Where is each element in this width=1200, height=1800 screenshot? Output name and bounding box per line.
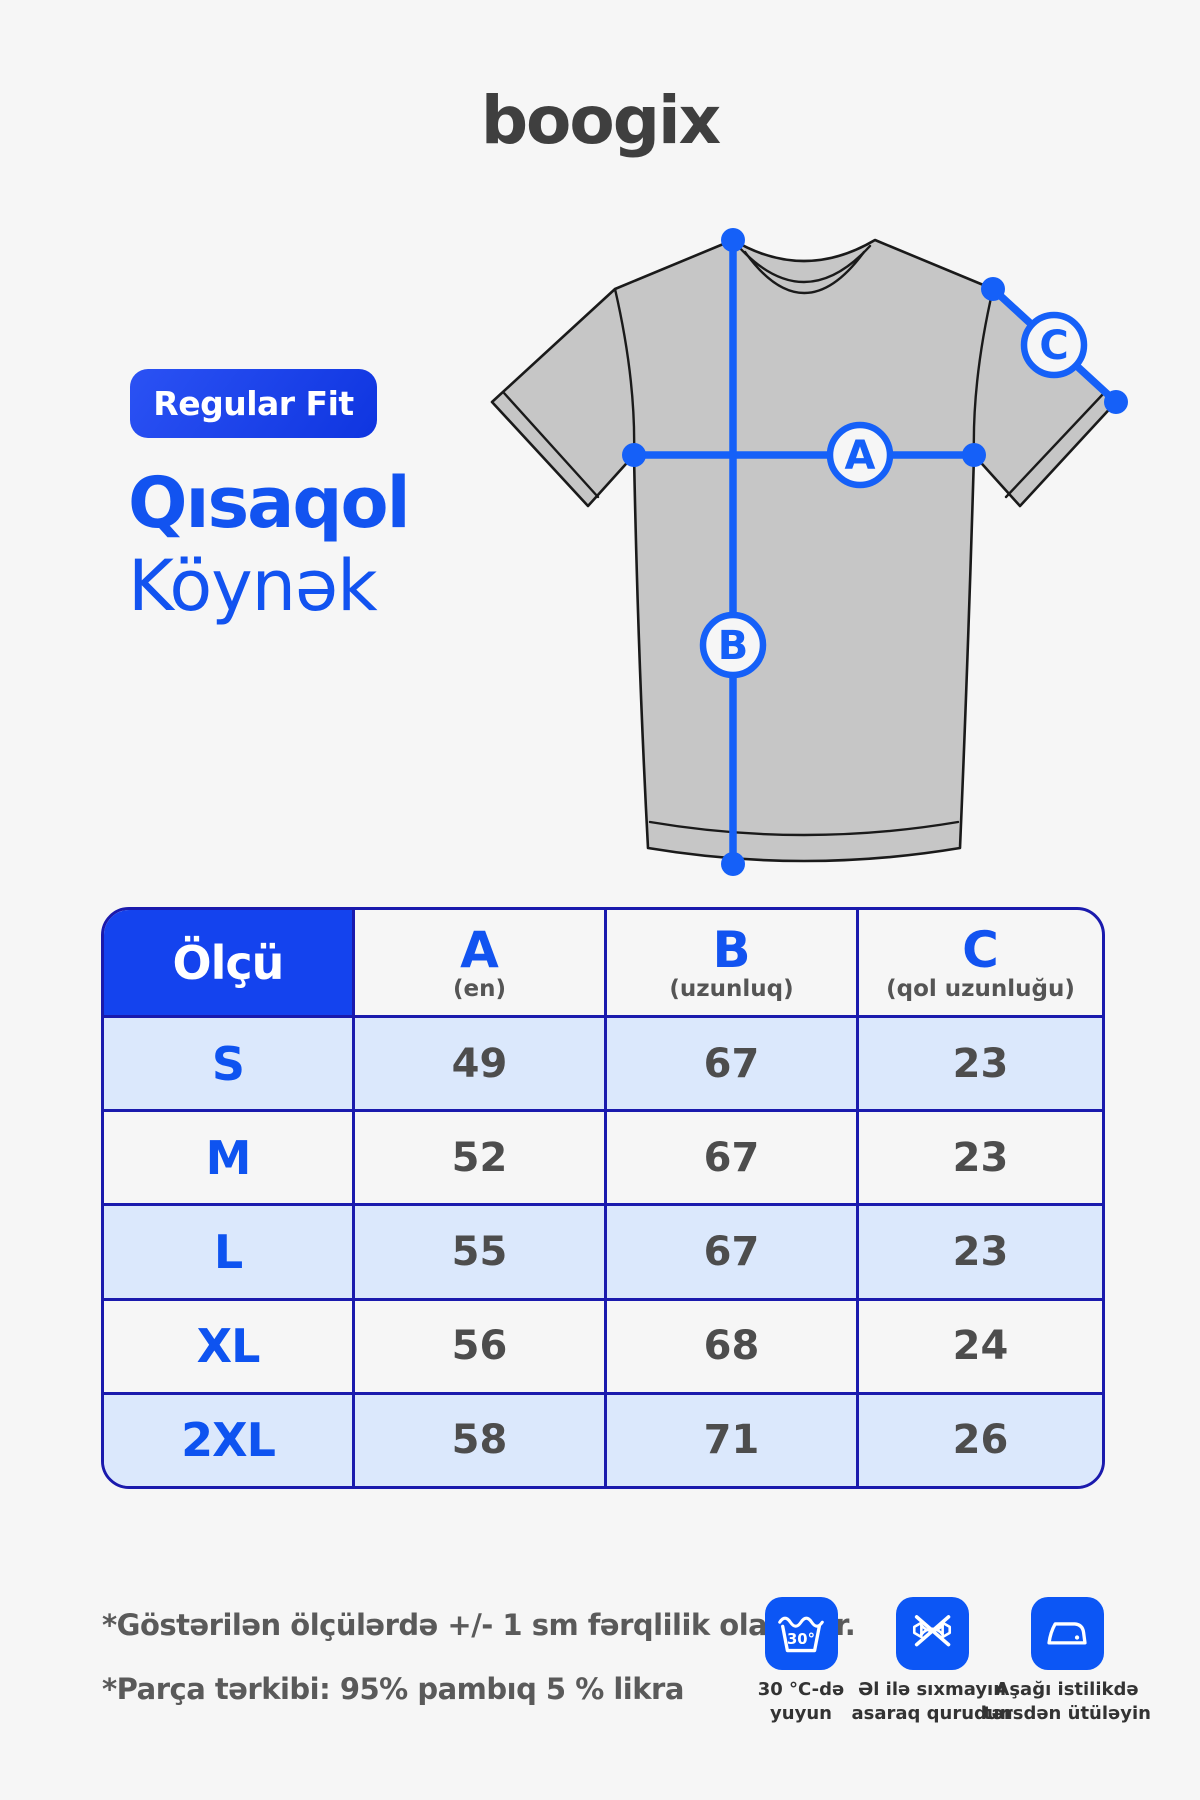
table-row-m-a: 52 [352,1109,604,1204]
table-row-l-size: L [104,1203,352,1298]
table-row-xl-c: 24 [856,1297,1102,1392]
tshirt-outline [490,238,1118,863]
table-row-s-size: S [104,1015,352,1110]
col-a-letter: A [460,920,499,979]
table-row-m-size: M [104,1109,352,1203]
col-b-letter: B [712,920,751,979]
collar-line [736,244,872,284]
table-row-s-b: 67 [604,1015,856,1110]
col-c-sub: (qol uzunluğu) [886,975,1075,1002]
left-sleeve-seam [613,287,636,457]
table-row-xl-size: XL [104,1297,352,1392]
size-table: Ölçü A (en) B (uzunluq) C (qol uzunluğu)… [101,907,1105,1489]
col-c-letter: C [962,920,999,979]
table-row-xl-b: 68 [604,1297,856,1392]
right-cuff-line [1004,391,1106,499]
table-row-2xl-b: 71 [604,1391,856,1486]
fabric-note: *Parça tərkibi: 95% pambıq 5 % likra [102,1672,684,1706]
wash-30-icon: 30° [764,1597,838,1670]
collar-band-line [743,250,866,295]
col-a-sub: (en) [453,975,506,1002]
col-b-sub: (uzunluq) [669,975,794,1002]
fit-badge: Regular Fit [130,369,377,438]
size-table-header-a: A (en) [352,910,604,1015]
size-table-header-b: B (uzunluq) [604,910,856,1015]
hem-band-line [648,820,960,837]
right-sleeve-seam [972,287,995,457]
measure-c: C [981,277,1128,414]
table-row-2xl-a: 58 [352,1391,604,1486]
table-row-2xl-c: 26 [856,1391,1102,1486]
size-table-header-size: Ölçü [104,910,352,1015]
table-row-s-a: 49 [352,1015,604,1110]
measure-c-label: C [1039,323,1068,369]
product-title-line1: Qısaqol [128,462,411,544]
table-row-l-a: 55 [352,1203,604,1298]
care-label-wash: 30 °C-də yuyun [757,1679,845,1725]
iron-low-icon [1030,1597,1104,1670]
table-row-m-c: 23 [856,1109,1102,1204]
brand-logo: boogix [480,82,721,159]
table-row-l-b: 67 [604,1203,856,1298]
tolerance-note: *Göstərilən ölçülərdə +/- 1 sm fərqlilik… [102,1608,856,1642]
measure-a-label: A [845,433,876,479]
care-label-iron: Aşağı istilikdə tərsdən ütüləyin [983,1679,1151,1725]
tshirt-measurement-diagram: A B C [490,228,1128,876]
care-label-no-wring: Əl ilə sıxmayın asaraq qurudun [851,1679,1013,1725]
table-row-m-b: 67 [604,1109,856,1204]
measure-b: B [699,228,767,876]
table-row-s-c: 23 [856,1015,1102,1110]
table-row-xl-a: 56 [352,1297,604,1392]
left-cuff-line [502,391,600,499]
no-wring-icon [895,1597,969,1670]
measure-a: A [622,421,986,489]
care-item-iron: Aşağı istilikdə tərsdən ütüləyin [972,1597,1162,1727]
care-item-wash: 30° 30 °C-də yuyun [706,1597,896,1727]
table-row-l-c: 23 [856,1203,1102,1298]
measure-b-label: B [718,623,749,669]
size-table-header-c: C (qol uzunluğu) [856,910,1102,1015]
table-row-2xl-size: 2XL [104,1391,352,1486]
svg-text:30°: 30° [787,1631,815,1648]
care-item-no-wring: Əl ilə sıxmayın asaraq qurudun [837,1597,1027,1727]
fit-badge-label: Regular Fit [153,384,354,423]
product-title-line2: Köynək [128,545,378,627]
